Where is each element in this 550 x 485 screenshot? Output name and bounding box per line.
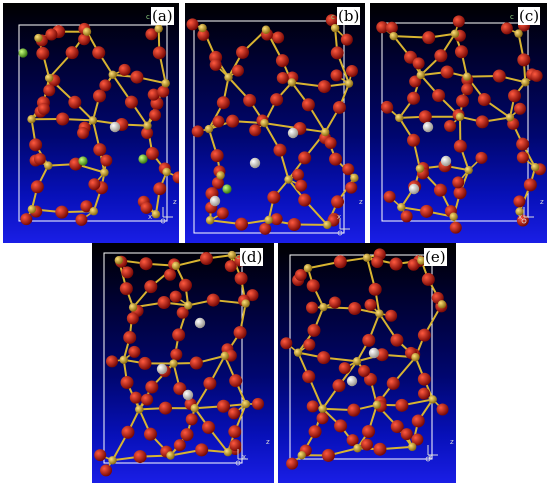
axis-x-label-b: x	[337, 213, 342, 221]
molecular-structure-b	[186, 14, 359, 236]
panel-label-e: (e)	[424, 248, 447, 266]
molecular-structure-c	[376, 15, 546, 234]
panel-b: (b) x z c	[185, 3, 365, 243]
axis-x-label-e: x	[428, 453, 433, 461]
molecular-structure-a	[18, 11, 179, 226]
molecular-structure-e	[280, 248, 449, 470]
cell-corner-label-a: c	[146, 13, 150, 21]
axis-z-label-e: z	[450, 438, 454, 446]
cell-corner-label-d: c	[236, 253, 240, 261]
cell-corner-label-e: c	[418, 253, 422, 261]
axis-x-label-c: x	[518, 213, 523, 221]
molecular-structure-d	[94, 250, 265, 477]
axis-x-label-d: x	[242, 453, 247, 461]
panel-label-d: (d)	[240, 248, 264, 266]
panel-label-b: (b)	[337, 7, 361, 25]
panel-d: (d) x z c	[92, 243, 274, 483]
panel-label-a: (a)	[151, 7, 174, 25]
panel-e: (e) x z c	[278, 243, 456, 483]
cell-corner-label-c: c	[510, 13, 514, 21]
axis-z-label-d: z	[266, 438, 270, 446]
axis-z-label-a: z	[173, 198, 177, 206]
panel-c: (c) x z c	[370, 3, 547, 243]
axis-x-label-a: x	[148, 213, 153, 221]
panel-label-c: (c)	[518, 7, 541, 25]
axis-z-label-c: z	[540, 198, 544, 206]
axis-z-label-b: z	[359, 198, 363, 206]
cell-corner-label-b: c	[331, 13, 335, 21]
panel-a: (a) x z c	[3, 3, 179, 243]
